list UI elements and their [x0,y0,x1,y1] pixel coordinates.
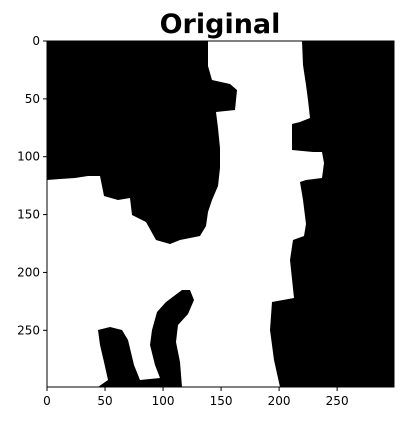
x-tick-label: 150 [210,394,233,408]
y-axis: 0 50 100 150 200 250 [17,34,47,337]
x-tick-label: 100 [152,394,175,408]
y-tick-label: 250 [17,323,40,337]
x-tick-label: 0 [43,394,51,408]
y-tick-label: 50 [25,92,40,106]
y-tick-label: 200 [17,265,40,279]
y-tick-label: 0 [32,34,40,48]
x-tick-label: 250 [326,394,349,408]
image-area [47,41,394,387]
x-axis: 0 50 100 150 200 250 [43,387,348,408]
chart-title: Original [160,9,281,40]
y-tick-label: 100 [17,150,40,164]
x-tick-label: 50 [97,394,112,408]
y-tick-label: 150 [17,208,40,222]
x-tick-label: 200 [268,394,291,408]
